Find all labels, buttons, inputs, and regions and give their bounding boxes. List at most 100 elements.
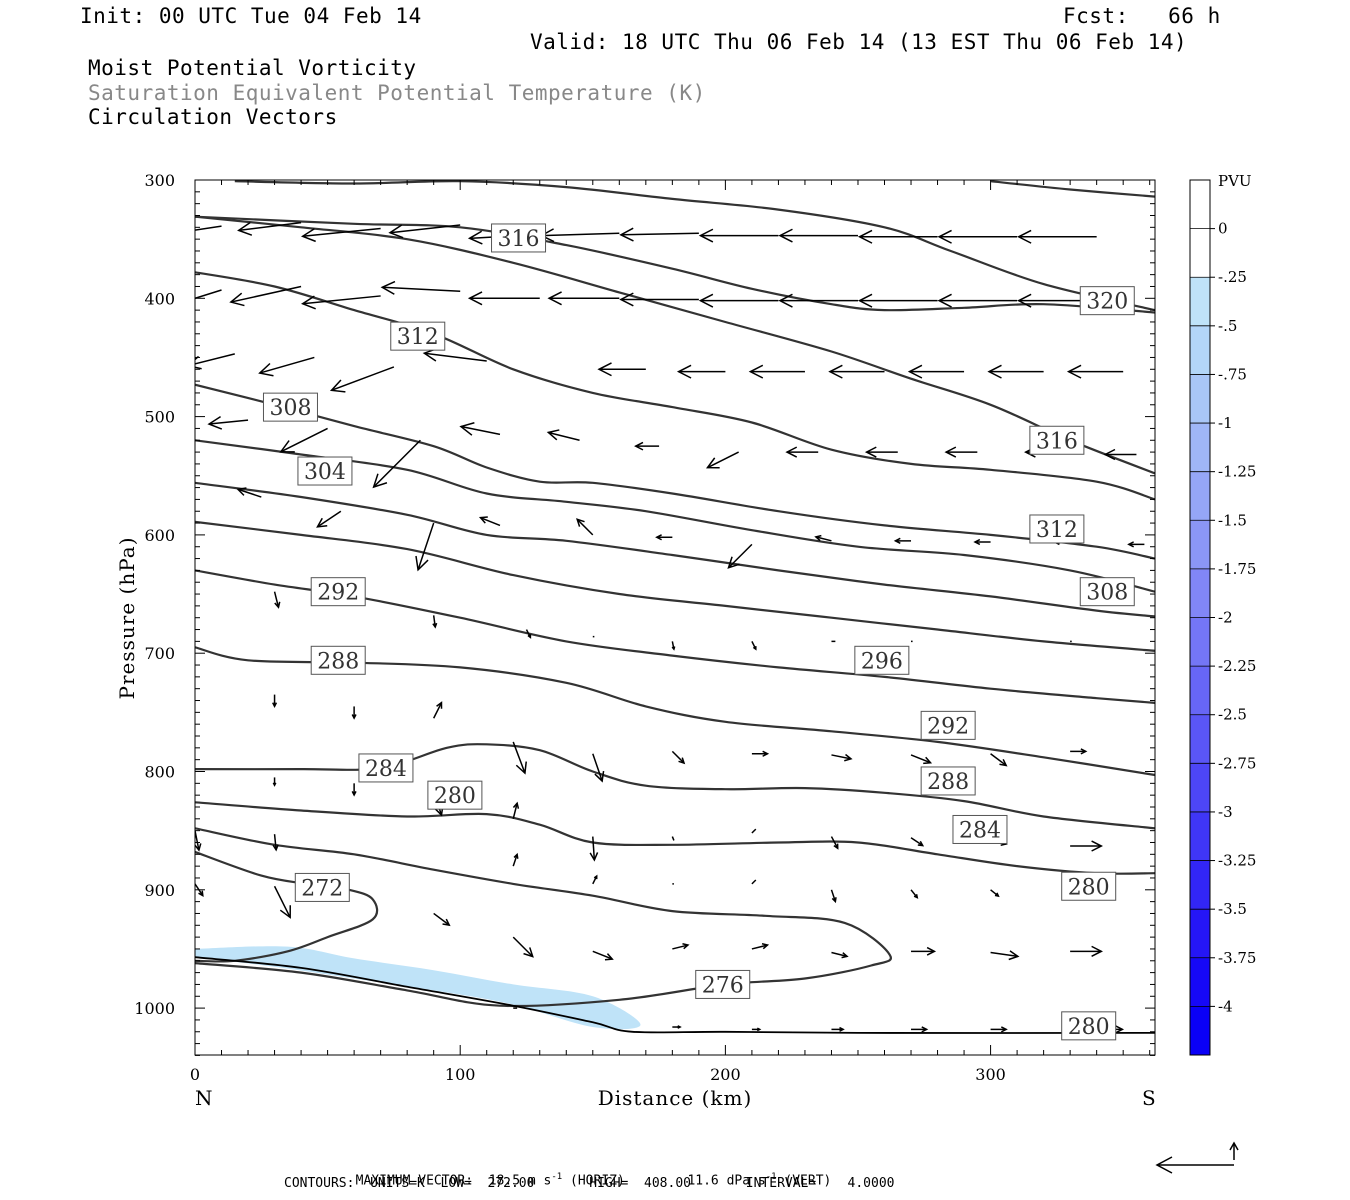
- vector-head: [857, 229, 873, 244]
- circulation-vector: [236, 487, 262, 498]
- circulation-vector: [351, 706, 357, 720]
- vector-head: [459, 422, 475, 436]
- vector-head: [677, 1025, 682, 1029]
- vector-head: [937, 229, 952, 244]
- vector-head: [831, 897, 837, 904]
- circulation-vector: [576, 518, 594, 536]
- contour-328: [990, 180, 1155, 198]
- vector-head: [467, 230, 483, 245]
- contour-label-box: [1061, 1011, 1117, 1041]
- colorbar-swatch: [1190, 325, 1210, 375]
- vector-head: [1091, 840, 1103, 852]
- vector-shaft: [671, 750, 685, 764]
- vector-head: [597, 362, 612, 377]
- circulation-vector: [864, 446, 898, 458]
- circulation-vector: [432, 615, 438, 629]
- vector-head: [705, 457, 720, 469]
- contour-label-text: 272: [301, 876, 343, 901]
- vector-head: [589, 852, 599, 862]
- contour-label-box: [390, 321, 446, 351]
- colorbar-swatch: [1190, 277, 1210, 327]
- colorbar-units: PVU: [1218, 172, 1252, 190]
- contour-info: CONTOURS: UNITS=K LOW= 272.00 HIGH= 408.…: [284, 1176, 895, 1191]
- circulation-vector: [433, 701, 443, 719]
- vector-shaft: [373, 439, 421, 488]
- vector-head: [372, 473, 388, 489]
- colorbar-swatch: [1190, 811, 1210, 862]
- max-vector-line: MAXIMUM VECTOR: 18.5 m s-1 (HORIZ) 11.6 …: [340, 1157, 832, 1188]
- vector-shaft: [230, 285, 302, 303]
- vector-head: [748, 364, 764, 379]
- contour-label-box: [1061, 871, 1117, 901]
- contour-label: 312: [390, 321, 446, 351]
- vector-head: [619, 292, 634, 307]
- circulation-vector: [195, 830, 202, 852]
- circulation-vector: [512, 936, 534, 958]
- y-tick-label: 900: [144, 881, 175, 900]
- vector-head: [274, 601, 281, 609]
- contour-label: 292: [920, 710, 976, 740]
- contour-324: [234, 180, 1155, 312]
- circulation-vector: [478, 516, 501, 527]
- contour-label-box: [1029, 425, 1085, 455]
- circulation-vector: [592, 874, 598, 885]
- vector-head: [682, 943, 690, 950]
- contour-label: 296: [854, 645, 910, 675]
- contour-label-text: 280: [1068, 875, 1110, 900]
- vector-shaft: [830, 889, 837, 902]
- contour-label-box: [262, 392, 318, 422]
- vector-head: [351, 714, 357, 720]
- contour-label: 316: [1029, 425, 1085, 455]
- circulation-vector: [388, 224, 461, 239]
- circulation-vector: [272, 777, 277, 787]
- vector-shaft: [548, 431, 580, 441]
- vector-head: [237, 221, 253, 236]
- vector-head: [698, 293, 714, 308]
- circulation-vector: [778, 293, 858, 308]
- contour-label: 272: [294, 872, 350, 902]
- vector-shaft: [910, 754, 931, 764]
- vector-head: [913, 894, 919, 899]
- vector-head: [785, 446, 798, 458]
- colorbar-level-label: -.25: [1218, 268, 1247, 286]
- circulation-vector: [751, 828, 757, 834]
- circulation-vector: [237, 221, 302, 236]
- forecast-hour: Fcst: 66 h: [1063, 4, 1221, 28]
- vector-head: [839, 1026, 845, 1032]
- vector-head: [917, 840, 925, 847]
- vector-head: [1080, 748, 1088, 755]
- contour-label-text: 316: [1036, 429, 1078, 454]
- vector-head: [727, 556, 740, 569]
- y-tick-label: 500: [144, 408, 175, 427]
- vector-head: [921, 1026, 929, 1033]
- vector-shaft: [195, 225, 222, 231]
- circulation-vector: [831, 951, 849, 959]
- y-tick-label: 800: [144, 763, 175, 782]
- circulation-vector: [831, 753, 853, 762]
- contour-label-box: [920, 766, 976, 796]
- colorbar-level-label: -2.75: [1218, 754, 1256, 772]
- contour-label-box: [695, 969, 751, 999]
- colorbar-level-label: -3.5: [1218, 900, 1247, 918]
- circulation-vector: [672, 1025, 682, 1029]
- vector-shaft: [592, 836, 596, 861]
- contour-label-box: [920, 710, 976, 740]
- vector-head: [515, 761, 527, 775]
- colorbar-swatch: [1190, 763, 1210, 813]
- vector-head: [926, 946, 937, 956]
- vector-shaft: [990, 753, 1007, 767]
- vector-shaft: [480, 516, 501, 527]
- circulation-vector: [672, 943, 690, 950]
- vector-shaft: [990, 951, 1018, 958]
- vector-shaft: [273, 591, 280, 608]
- vector-shaft: [751, 879, 757, 885]
- circulation-vector: [512, 852, 519, 867]
- contour-label-text: 304: [304, 460, 346, 485]
- circulation-vector: [893, 537, 912, 544]
- vector-head: [1103, 448, 1116, 461]
- vector-head: [778, 293, 793, 308]
- vector-shaft: [512, 803, 518, 820]
- circulation-vector: [907, 364, 965, 379]
- vector-shaft: [831, 951, 848, 958]
- vector-head: [973, 538, 981, 546]
